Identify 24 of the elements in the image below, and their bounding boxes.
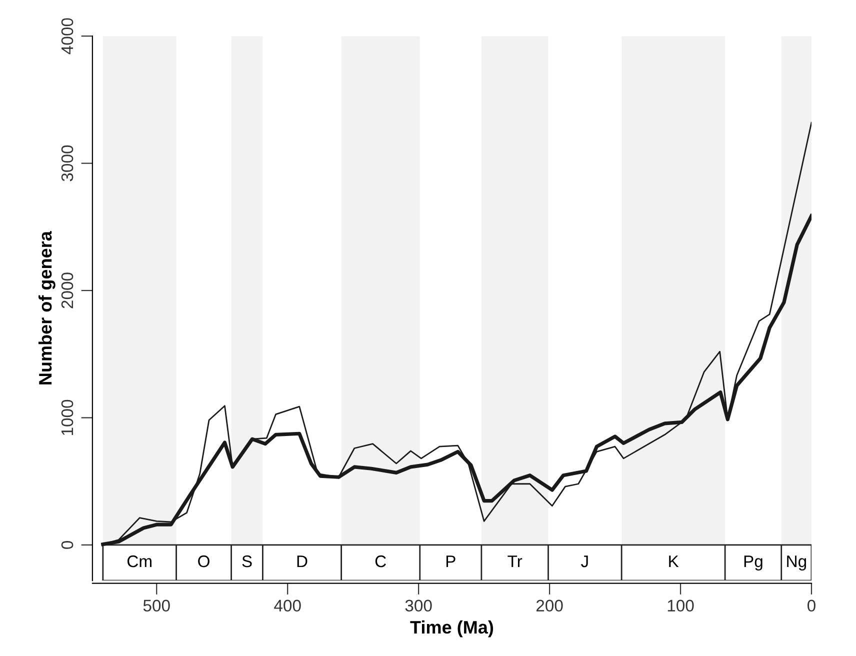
x-tick-label: 200	[536, 600, 563, 612]
y-tick-label: 0	[61, 540, 74, 549]
y-tick-label: 1000	[61, 400, 74, 435]
x-tick-label: 500	[143, 600, 170, 612]
annotation: O	[198, 555, 210, 568]
y-tick-label: 4000	[61, 18, 74, 54]
annotation: Pg	[744, 556, 762, 571]
x-tick-label: 0	[808, 600, 816, 612]
y-axis-title: Number of genera	[38, 230, 56, 384]
y-tick-label: 3000	[61, 145, 74, 182]
annotation: D	[297, 556, 308, 568]
band-label: C	[375, 555, 386, 568]
x-axis-title: Time (Ma)	[410, 620, 494, 638]
band-label: Cm	[127, 555, 152, 568]
y-tick-label: 2000	[61, 272, 74, 308]
annotation: P	[446, 556, 456, 568]
band-label: S	[242, 555, 252, 568]
x-tick-label: 100	[668, 600, 694, 612]
x-tick-label: 400	[274, 600, 301, 612]
annotation: J	[581, 556, 588, 568]
x-tick-label: 300	[405, 600, 432, 612]
band-label: K	[669, 556, 679, 568]
band-label: Tr	[508, 556, 522, 568]
band-label: Ng	[787, 556, 806, 571]
